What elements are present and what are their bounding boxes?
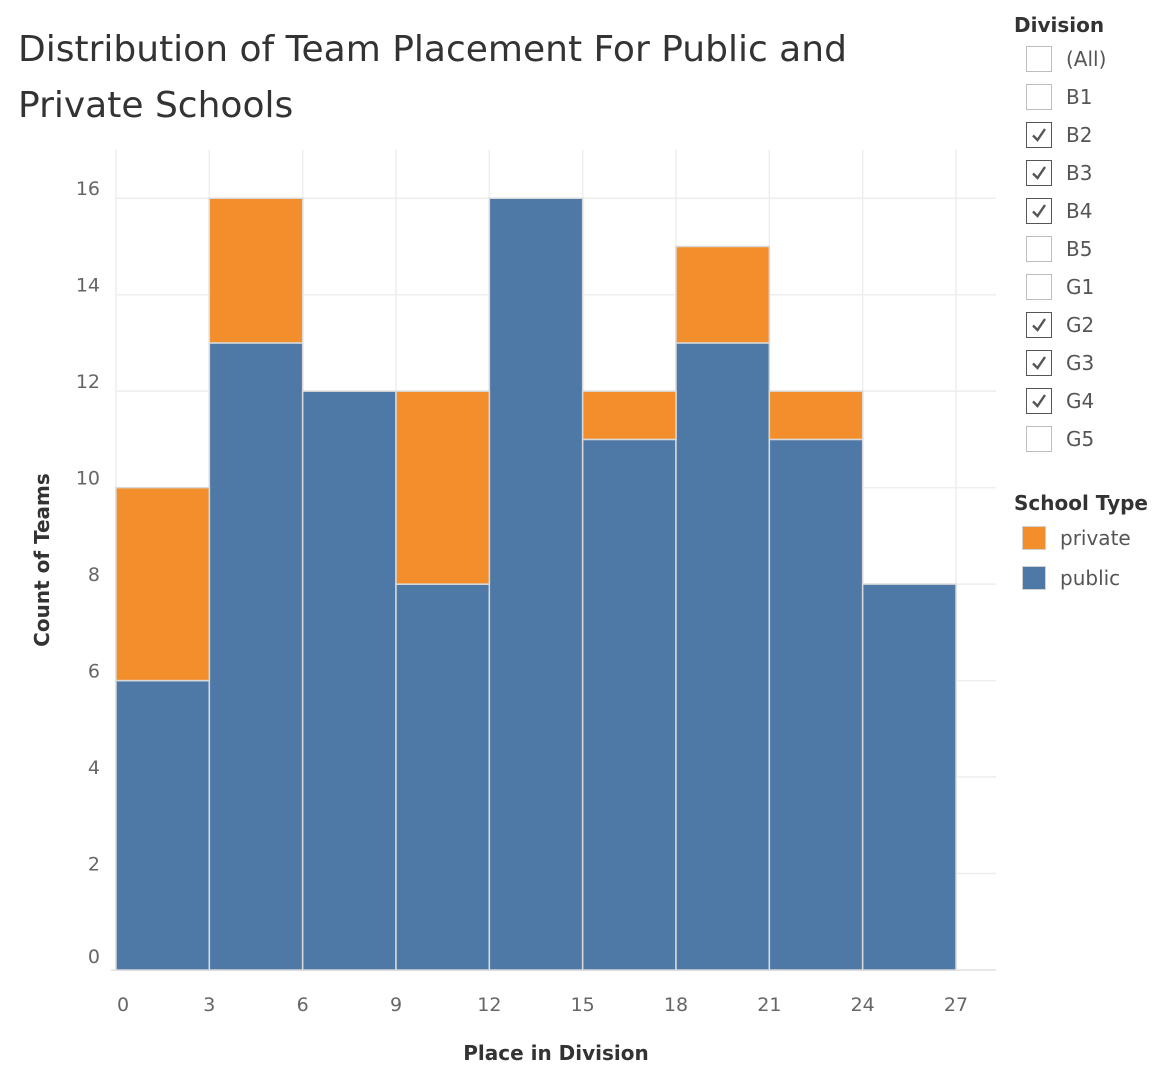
y-tick-label: 12 [76, 371, 100, 393]
checkbox[interactable] [1026, 236, 1052, 262]
checkmark-icon [1032, 204, 1046, 218]
division-filter-label: G1 [1066, 275, 1095, 299]
bar-private[interactable] [208, 197, 304, 344]
bar-private[interactable] [768, 390, 864, 441]
x-axis-title: Place in Division [463, 1041, 649, 1065]
x-tick-label: 15 [571, 994, 595, 1016]
checkbox[interactable] [1026, 198, 1052, 224]
division-filter-label: B3 [1066, 161, 1093, 185]
bar-private[interactable] [581, 390, 677, 441]
chart-title: Distribution of Team Placement For Publi… [18, 29, 847, 126]
x-tick-label: 27 [944, 994, 968, 1016]
bar-private[interactable] [395, 390, 491, 585]
bar-public[interactable] [768, 438, 864, 971]
x-tick-label: 9 [390, 994, 402, 1016]
division-filter-item[interactable]: G1 [1026, 268, 1164, 306]
division-filter-list: (All) B1 B2 B3 B4 B5 G1 G2 G3 G4 G5 [1014, 40, 1164, 458]
bars [115, 197, 957, 971]
division-filter-item[interactable]: G3 [1026, 344, 1164, 382]
bar-public[interactable] [581, 438, 677, 971]
bar-public[interactable] [488, 197, 584, 971]
bar-public[interactable] [395, 583, 491, 971]
legend-swatch [1022, 526, 1046, 550]
bar-public[interactable] [301, 390, 397, 971]
legend-panel: Division (All) B1 B2 B3 B4 B5 G1 G2 G3 G4 G5 Schoo… [1014, 10, 1164, 598]
y-axis-title: Count of Teams [30, 473, 54, 647]
division-filter-title: Division [1014, 13, 1105, 37]
division-filter-item[interactable]: B2 [1026, 116, 1164, 154]
bar-private[interactable] [115, 486, 211, 682]
x-tick-label: 21 [757, 994, 781, 1016]
legend-item-public[interactable]: public [1022, 558, 1164, 598]
checkbox[interactable] [1026, 312, 1052, 338]
division-filter-label: B5 [1066, 237, 1093, 261]
school-type-legend-title: School Type [1014, 491, 1148, 515]
division-filter-item[interactable]: G2 [1026, 306, 1164, 344]
bar-public[interactable] [861, 583, 957, 971]
y-tick-label: 2 [88, 854, 100, 876]
legend-label: private [1060, 526, 1131, 550]
checkbox[interactable] [1026, 46, 1052, 72]
legend-swatch [1022, 566, 1046, 590]
division-filter-label: B1 [1066, 85, 1093, 109]
division-filter-label: G3 [1066, 351, 1095, 375]
checkmark-icon [1032, 356, 1046, 370]
x-tick-label: 24 [851, 994, 875, 1016]
y-tick-label: 4 [88, 757, 100, 779]
checkbox[interactable] [1026, 388, 1052, 414]
checkmark-icon [1032, 318, 1046, 332]
y-tick-label: 16 [76, 178, 100, 200]
x-tick-label: 18 [664, 994, 688, 1016]
bar-public[interactable] [115, 679, 211, 971]
checkmark-icon [1032, 128, 1046, 142]
division-filter-item[interactable]: B5 [1026, 230, 1164, 268]
division-filter-item[interactable]: B1 [1026, 78, 1164, 116]
bar-private[interactable] [675, 245, 771, 344]
division-filter-item[interactable]: B3 [1026, 154, 1164, 192]
bar-public[interactable] [208, 342, 304, 971]
division-filter-label: (All) [1066, 47, 1107, 71]
legend-item-private[interactable]: private [1022, 518, 1164, 558]
division-filter-label: G2 [1066, 313, 1095, 337]
division-filter-label: B2 [1066, 123, 1093, 147]
x-tick-label: 0 [117, 994, 129, 1016]
checkbox[interactable] [1026, 426, 1052, 452]
division-filter-item[interactable]: G4 [1026, 382, 1164, 420]
checkmark-icon [1032, 166, 1046, 180]
y-tick-label: 10 [76, 468, 100, 490]
bar-public[interactable] [675, 342, 771, 971]
y-tick-label: 6 [88, 661, 100, 683]
x-tick-label: 6 [297, 994, 309, 1016]
y-tick-label: 0 [88, 946, 100, 968]
y-tick-label: 14 [76, 275, 100, 297]
legend-label: public [1060, 566, 1121, 590]
checkmark-icon [1032, 394, 1046, 408]
checkbox[interactable] [1026, 84, 1052, 110]
division-filter-item[interactable]: G5 [1026, 420, 1164, 458]
division-filter-label: B4 [1066, 199, 1093, 223]
y-tick-label: 8 [88, 564, 100, 586]
division-filter-item[interactable]: B4 [1026, 192, 1164, 230]
division-filter-label: G5 [1066, 427, 1095, 451]
checkbox[interactable] [1026, 274, 1052, 300]
checkbox[interactable] [1026, 122, 1052, 148]
division-filter-item[interactable]: (All) [1026, 40, 1164, 78]
x-tick-label: 12 [477, 994, 501, 1016]
school-type-legend: private public [1014, 518, 1164, 598]
checkbox[interactable] [1026, 350, 1052, 376]
x-tick-label: 3 [203, 994, 215, 1016]
checkbox[interactable] [1026, 160, 1052, 186]
division-filter-label: G4 [1066, 389, 1095, 413]
